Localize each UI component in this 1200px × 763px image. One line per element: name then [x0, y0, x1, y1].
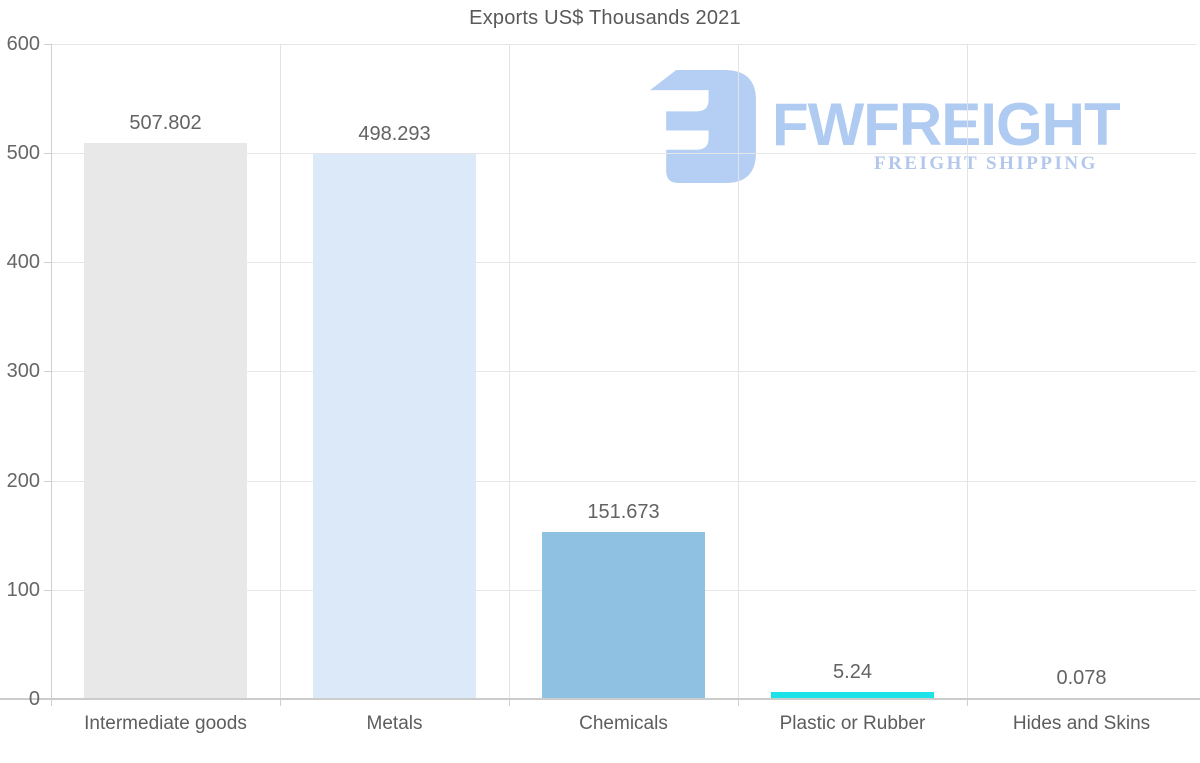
- ytick-300: [44, 371, 51, 373]
- ytick-400: [44, 262, 51, 263]
- gridline-y-500: [51, 152, 1196, 154]
- bar-metals: [313, 154, 476, 698]
- gridline-x-boundary-4: [967, 43, 968, 699]
- bar-value-label-4: 0.078: [1056, 667, 1107, 689]
- fwfreight-logo-mark-icon: [650, 70, 760, 185]
- bar-intermediate-goods: [84, 143, 247, 698]
- y-axis-label-100: 100: [6, 578, 40, 601]
- ytick-100: [44, 589, 51, 591]
- gridline-x-boundary-3: [738, 43, 739, 699]
- gridline-y-600: [51, 43, 1196, 45]
- category-label-0: Intermediate goods: [84, 713, 247, 734]
- category-label-1: Metals: [366, 713, 423, 734]
- xtick-1: [280, 699, 281, 706]
- y-axis-label-600: 600: [6, 32, 40, 55]
- gridline-x-boundary-1: [280, 43, 281, 699]
- x-axis-line: [0, 698, 1200, 700]
- chart-title: Exports US$ Thousands 2021: [469, 7, 741, 29]
- bar-value-label-3: 5.24: [833, 661, 872, 683]
- y-axis-label-200: 200: [6, 469, 40, 492]
- ytick-200: [44, 480, 51, 482]
- gridline-y-300: [51, 371, 1196, 373]
- y-axis-line: [51, 43, 52, 705]
- bar-value-label-0: 507.802: [129, 112, 202, 134]
- y-axis-label-400: 400: [6, 251, 40, 273]
- xtick-2: [509, 699, 510, 706]
- bar-plastic-or-rubber: [771, 692, 934, 698]
- bar-value-label-1: 498.293: [358, 123, 431, 145]
- fwfreight-brand-text: FWFREIGHT: [772, 91, 1121, 158]
- gridline-y-400: [51, 262, 1196, 263]
- gridline-y-200: [51, 480, 1196, 482]
- xtick-4: [967, 699, 968, 706]
- y-axis-label-500: 500: [6, 141, 40, 164]
- xtick-3: [738, 699, 739, 706]
- category-label-3: Plastic or Rubber: [779, 713, 926, 734]
- ytick-600: [44, 43, 51, 45]
- y-axis-label-300: 300: [6, 360, 40, 383]
- bar-chemicals: [542, 532, 705, 698]
- category-label-2: Chemicals: [579, 713, 668, 734]
- category-label-4: Hides and Skins: [1012, 713, 1151, 734]
- y-axis-label-0: 0: [28, 688, 40, 710]
- ytick-500: [44, 152, 51, 154]
- bar-value-label-2: 151.673: [587, 501, 660, 523]
- gridline-x-boundary-2: [509, 43, 510, 699]
- fwfreight-tagline-text: FREIGHT SHIPPING: [874, 153, 1098, 174]
